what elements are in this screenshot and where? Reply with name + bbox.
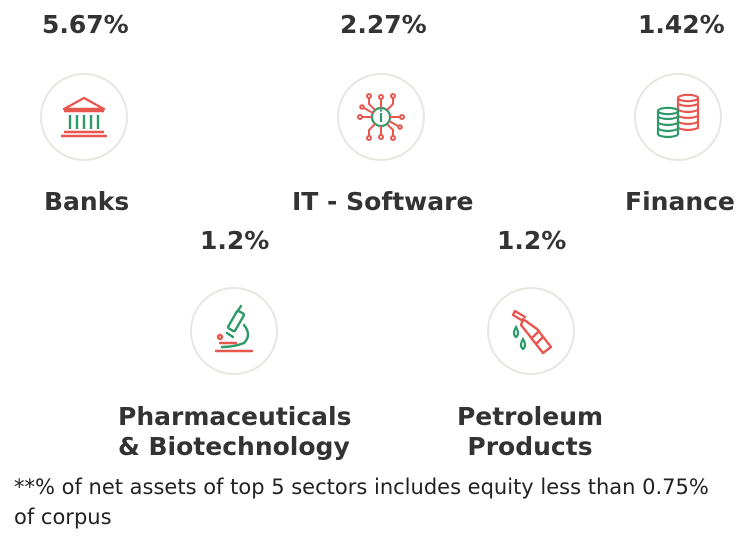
- banks-percent: 5.67%: [42, 10, 129, 39]
- finance-icon-circle: [634, 73, 722, 161]
- bank-building-icon: [61, 96, 107, 138]
- pharma-label-line1: Pharmaceuticals: [118, 402, 352, 431]
- pharma-label: Pharmaceuticals & Biotechnology: [118, 402, 352, 462]
- petroleum-label-line1: Petroleum: [456, 402, 604, 431]
- petroleum-percent: 1.2%: [497, 226, 567, 255]
- footnote: **% of net assets of top 5 sectors inclu…: [14, 475, 709, 529]
- pharma-label-line2: & Biotechnology: [118, 432, 350, 461]
- finance-label: Finance: [625, 187, 735, 216]
- pharma-percent: 1.2%: [200, 226, 270, 255]
- banks-label: Banks: [44, 187, 130, 216]
- banks-icon-circle: [40, 73, 128, 161]
- it-software-label: IT - Software: [292, 187, 474, 216]
- fuel-nozzle-icon: [511, 309, 553, 355]
- it-software-icon-circle: [337, 73, 425, 161]
- petroleum-icon-circle: [487, 287, 575, 375]
- microscope-icon: [214, 304, 254, 353]
- petroleum-label-line2: Products: [467, 432, 593, 461]
- it-software-percent: 2.27%: [340, 10, 427, 39]
- circuit-chip-icon: [357, 93, 405, 141]
- petroleum-label: Petroleum Products: [440, 402, 620, 462]
- coin-stacks-icon: [656, 93, 700, 139]
- finance-percent: 1.42%: [638, 10, 725, 39]
- pharma-icon-circle: [190, 287, 278, 375]
